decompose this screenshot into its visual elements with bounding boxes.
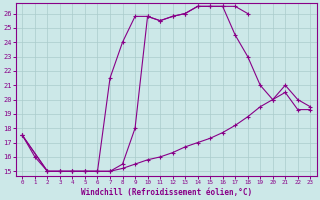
X-axis label: Windchill (Refroidissement éolien,°C): Windchill (Refroidissement éolien,°C) [81,188,252,197]
